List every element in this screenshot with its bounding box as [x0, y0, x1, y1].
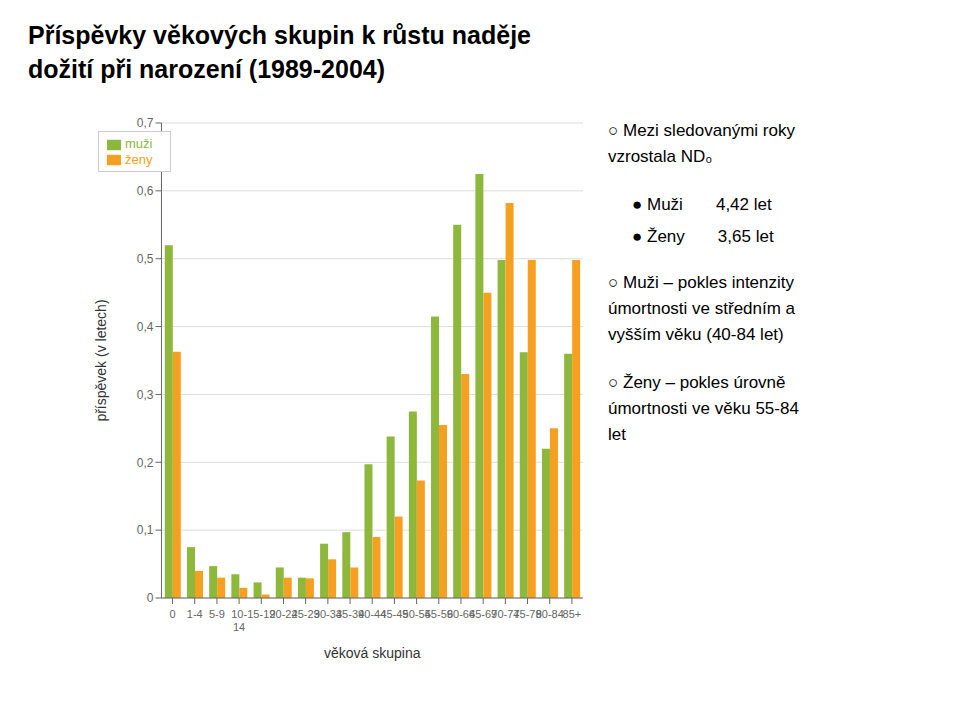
html-text:○ Muži – pokles intenzity úmor: ○ Muži – pokles intenzity úmortnosti ve …: [608, 273, 796, 344]
html-text:○ Mezi sledovanými roky vzrost: ○ Mezi sledovanými roky vzrostala ND₀: [608, 121, 795, 166]
svg-text:5-9: 5-9: [209, 608, 225, 620]
html-text:Příspěvky věkových skupin k rů: Příspěvky věkových skupin k růstu naděje: [28, 21, 531, 49]
svg-text:0,2: 0,2: [137, 456, 154, 470]
svg-text:20-24: 20-24: [269, 608, 298, 620]
svg-text:80-84: 80-84: [536, 608, 564, 620]
svg-text:70-74: 70-74: [491, 608, 520, 620]
svg-text:0,6: 0,6: [137, 184, 154, 198]
html-text:○ Ženy – pokles úrovně úmortno: ○ Ženy – pokles úrovně úmortnosti ve věk…: [608, 373, 799, 444]
svg-text:60-64: 60-64: [446, 608, 475, 620]
svg-text:0,1: 0,1: [137, 523, 154, 537]
svg-text:0: 0: [147, 591, 154, 605]
html-text:dožití při narození (1989-2004: dožití při narození (1989-2004): [28, 55, 385, 83]
svg-text:25-29: 25-29: [291, 608, 320, 620]
svg-text:0,3: 0,3: [137, 388, 154, 402]
svg-text:65-69: 65-69: [469, 608, 498, 620]
svg-text:35-39: 35-39: [336, 608, 365, 620]
svg-text:55-59: 55-59: [424, 608, 453, 620]
svg-text:45-49: 45-49: [380, 608, 409, 620]
html-text:ženy: ženy: [125, 151, 153, 167]
svg-text:85+: 85+: [563, 608, 582, 620]
svg-text:30-34: 30-34: [313, 608, 342, 620]
svg-text:1-4: 1-4: [187, 608, 203, 620]
html-text:● Ženy 3,65 let: ● Ženy 3,65 let: [632, 227, 774, 246]
svg-text:10-14: 10-14: [231, 608, 247, 633]
svg-text:příspěvek (v letech): příspěvek (v letech): [93, 299, 109, 421]
html-text:muži: muži: [125, 136, 153, 151]
svg-text:0,4: 0,4: [137, 320, 154, 334]
svg-text:0: 0: [169, 608, 175, 620]
svg-text:15-19: 15-19: [247, 608, 276, 620]
svg-text:75-79: 75-79: [513, 608, 542, 620]
svg-text:0,5: 0,5: [137, 252, 154, 266]
svg-text:40-44: 40-44: [358, 608, 387, 620]
svg-text:50-54: 50-54: [402, 608, 431, 620]
svg-text:věková skupina: věková skupina: [324, 645, 421, 661]
svg-text:0,7: 0,7: [137, 116, 154, 130]
html-text:● Muži 4,42 let: ● Muži 4,42 let: [632, 195, 772, 214]
